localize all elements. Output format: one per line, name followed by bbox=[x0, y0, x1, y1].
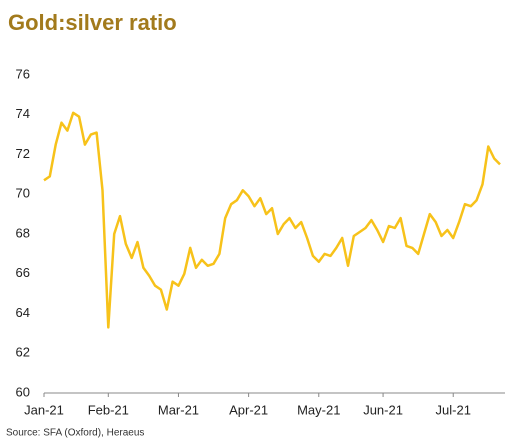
x-tick-label: Jan-21 bbox=[24, 402, 64, 417]
source-note: Source: SFA (Oxford), Heraeus bbox=[6, 428, 144, 439]
y-tick-label: 60 bbox=[16, 384, 30, 399]
x-tick-label: Jul-21 bbox=[436, 402, 471, 417]
x-tick-label: Feb-21 bbox=[88, 402, 129, 417]
x-tick-label: Jun-21 bbox=[363, 402, 403, 417]
y-tick-label: 76 bbox=[16, 66, 30, 81]
y-tick-label: 62 bbox=[16, 345, 30, 360]
y-tick-label: 70 bbox=[16, 186, 30, 201]
y-tick-label: 66 bbox=[16, 265, 30, 280]
x-tick-label: Mar-21 bbox=[158, 402, 199, 417]
y-tick-label: 72 bbox=[16, 146, 30, 161]
x-tick-label: Apr-21 bbox=[229, 402, 268, 417]
y-tick-label: 74 bbox=[16, 106, 30, 121]
y-tick-label: 64 bbox=[16, 305, 30, 320]
data-line bbox=[43, 111, 501, 329]
y-tick-label: 68 bbox=[16, 225, 30, 240]
x-tick-label: May-21 bbox=[297, 402, 340, 417]
chart-title: Gold:silver ratio bbox=[8, 10, 177, 35]
